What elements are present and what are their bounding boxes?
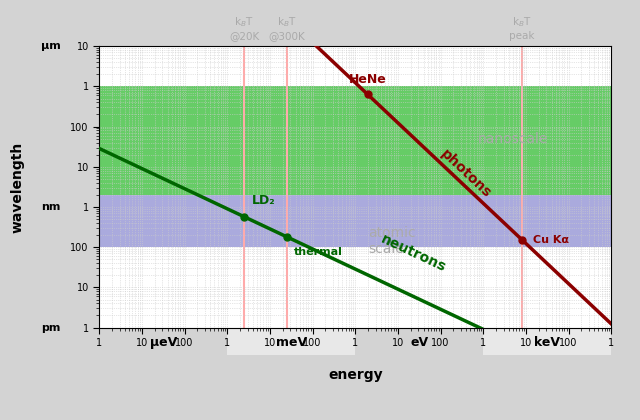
Text: k$_B$T
@300K: k$_B$T @300K <box>268 15 305 41</box>
Text: wavelength: wavelength <box>10 141 24 233</box>
Text: nanoscale: nanoscale <box>478 132 548 146</box>
Text: meV: meV <box>276 336 307 349</box>
Text: energy: energy <box>328 368 383 381</box>
Text: μeV: μeV <box>150 336 177 349</box>
Text: atomic
scale: atomic scale <box>368 226 415 257</box>
Text: photons: photons <box>438 147 493 201</box>
Text: keV: keV <box>534 336 560 349</box>
Text: pm: pm <box>42 323 61 333</box>
Text: μm: μm <box>41 41 61 51</box>
Text: eV: eV <box>410 336 428 349</box>
Text: nm: nm <box>42 202 61 212</box>
Text: LD₂: LD₂ <box>252 194 275 207</box>
Text: HeNe: HeNe <box>349 73 387 86</box>
Text: Cu Kα: Cu Kα <box>532 235 568 245</box>
Text: k$_B$T
peak: k$_B$T peak <box>509 15 534 41</box>
Text: k$_B$T
@20K: k$_B$T @20K <box>229 15 259 41</box>
Bar <box>99 87 611 207</box>
Text: thermal: thermal <box>294 247 343 257</box>
Bar <box>99 195 611 247</box>
Text: neutrons: neutrons <box>379 231 449 274</box>
